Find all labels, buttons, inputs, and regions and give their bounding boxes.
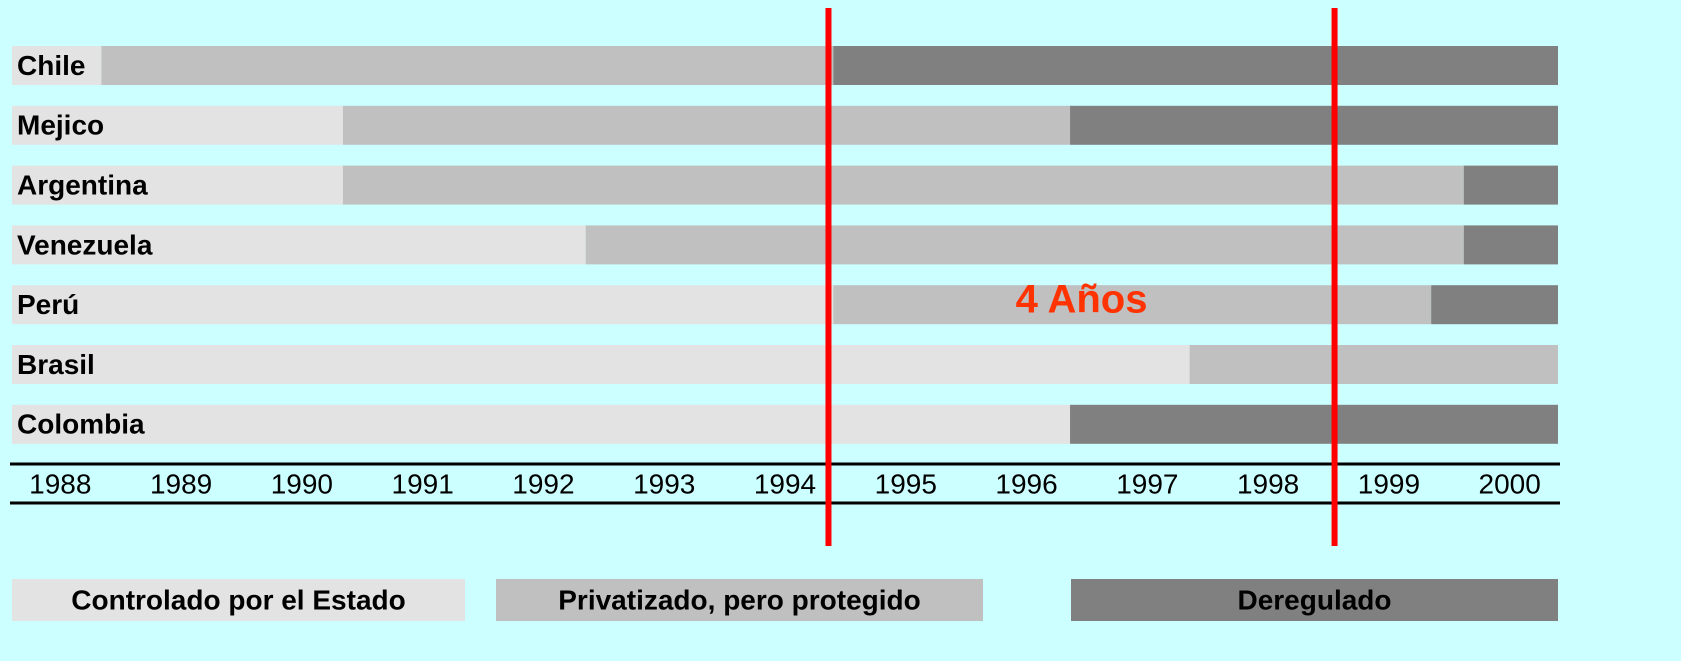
category-label: Venezuela [17,229,153,260]
bar-segment [1070,404,1558,444]
annotation: 4 Años [1016,278,1148,322]
category-label: Chile [17,50,85,81]
bar-segment [1070,105,1558,145]
x-tick-label: 1991 [392,468,454,499]
bar-segment [1463,225,1558,265]
bar-segment [1189,345,1558,384]
bar-segment [12,105,343,145]
bar-segment [12,165,343,205]
x-tick-label: 1997 [1116,468,1178,499]
legend-label: Privatizado, pero protegido [558,584,920,615]
bar-segment [1463,165,1558,205]
bar-segment [12,46,102,85]
x-tick-label: 1993 [633,468,695,499]
bar-segment [12,404,1071,444]
category-label: Mejico [17,110,104,141]
category-label: Colombia [17,409,145,440]
x-tick-label: 1999 [1358,468,1420,499]
category-label: Perú [17,289,79,320]
legend-swatch [12,579,465,621]
bar-segment [342,165,1464,205]
x-tick-label: 1995 [875,468,937,499]
legend-swatch [496,579,983,621]
x-tick-label: 1990 [271,468,333,499]
bar-segment [12,345,1190,384]
legend-label: Deregulado [1237,584,1391,615]
bar-segment [101,46,834,85]
bar-segment [585,225,1464,265]
category-label: Brasil [17,349,95,380]
bar-segment [12,285,834,325]
x-tick-label: 1996 [995,468,1057,499]
bar-segment [12,225,586,265]
x-tick-label: 1998 [1237,468,1299,499]
x-tick-label: 1988 [29,468,91,499]
x-tick-label: 1994 [754,468,816,499]
legend-swatch [1071,579,1558,621]
bar-segment [833,46,1558,85]
x-tick-label: 2000 [1479,468,1541,499]
bar-segment [1431,285,1558,325]
x-tick-label: 1992 [512,468,574,499]
category-label: Argentina [17,169,148,200]
bar-segment [342,105,1071,145]
legend-label: Controlado por el Estado [71,584,405,615]
x-tick-label: 1989 [150,468,212,499]
bar-segment [833,285,1432,325]
